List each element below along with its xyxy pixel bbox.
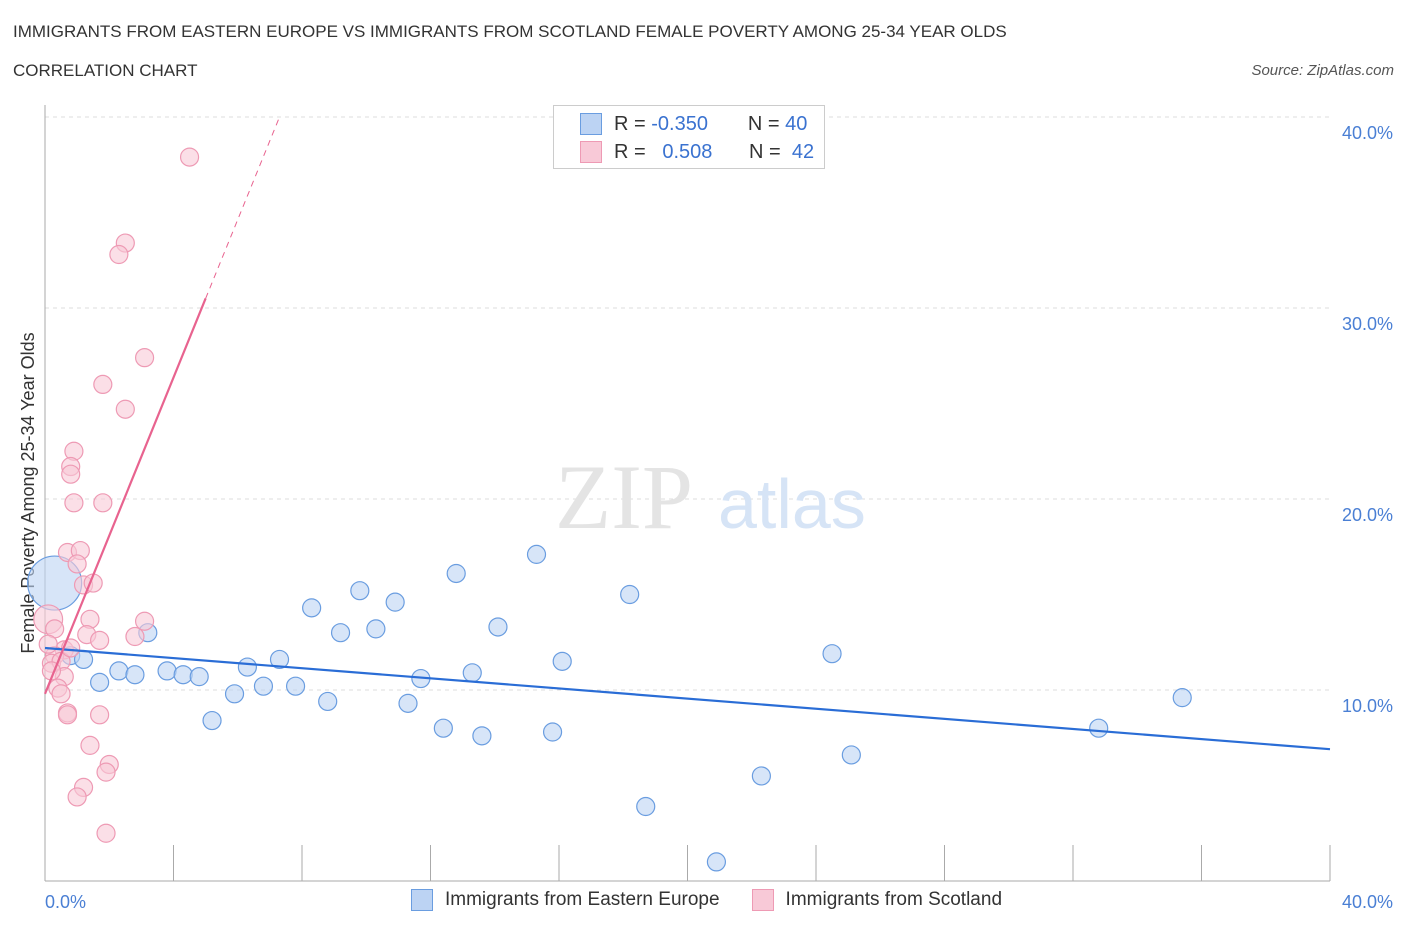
eastern-europe-point	[706, 852, 727, 872]
series-legend: Immigrants from Eastern Europe Immigrant…	[411, 889, 1034, 911]
scotland-point	[80, 735, 100, 755]
scotland-point	[57, 705, 78, 725]
eastern-europe-point	[822, 644, 842, 664]
eastern-europe-point	[189, 667, 209, 687]
n-label: N =	[747, 112, 780, 135]
y-axis-label: Female Poverty Among 25-34 Year Olds	[18, 332, 38, 653]
scotland-point	[96, 762, 116, 782]
eastern-europe-point	[751, 766, 771, 786]
eastern-europe-point	[488, 617, 508, 637]
eastern-europe-point	[446, 563, 466, 584]
scotland-point	[96, 823, 116, 843]
eastern-europe-point	[841, 745, 861, 765]
scotland-point	[93, 493, 113, 513]
scotland-point	[179, 147, 200, 167]
eastern-europe-point	[462, 663, 482, 683]
eastern-europe-point	[542, 722, 563, 742]
eastern-europe-point	[224, 684, 245, 704]
eastern-europe-point	[330, 623, 351, 643]
scotland-trendline-extension	[205, 116, 280, 299]
scotland-point	[90, 630, 110, 650]
x-tick-label: 0.0%	[45, 892, 86, 912]
stats-row-scotland: R = 0.508 N = 42	[580, 139, 814, 165]
watermark: atlas	[718, 465, 866, 543]
eastern-europe-point	[109, 661, 129, 681]
eastern-europe-point	[385, 592, 405, 612]
eastern-europe-point	[366, 619, 386, 639]
eastern-europe-point	[285, 676, 306, 696]
y-tick-label: 10.0%	[1342, 696, 1393, 716]
r-label: R =	[614, 140, 646, 163]
pink-swatch	[580, 141, 602, 163]
scotland-point	[51, 684, 71, 704]
eastern-europe-point	[253, 676, 274, 696]
stats-row-eastern-europe: R = -0.350 N = 40	[580, 111, 807, 137]
scotland-point	[38, 634, 58, 654]
y-tick-label: 30.0%	[1342, 314, 1393, 334]
scotland-point	[64, 493, 84, 513]
eastern-europe-point	[318, 691, 338, 712]
n-value: 40	[785, 112, 808, 135]
eastern-europe-point	[237, 657, 257, 677]
n-label: N =	[749, 140, 781, 163]
legend-item-eastern-europe[interactable]: Immigrants from Eastern Europe	[411, 889, 720, 911]
eastern-europe-point	[526, 544, 547, 564]
eastern-europe-point	[433, 718, 453, 738]
eastern-europe-point	[173, 665, 193, 685]
watermark: ZIP	[555, 446, 693, 548]
eastern-europe-point	[302, 598, 322, 618]
chart-title: IMMIGRANTS FROM EASTERN EUROPE VS IMMIGR…	[13, 22, 1007, 41]
eastern-europe-point	[636, 796, 656, 817]
chart-subtitle: CORRELATION CHART	[13, 61, 198, 80]
scotland-point	[90, 705, 110, 725]
eastern-europe-point	[620, 584, 640, 605]
y-tick-label: 40.0%	[1342, 123, 1393, 143]
eastern-europe-point	[552, 651, 572, 671]
legend-label: Immigrants from Eastern Europe	[445, 889, 720, 910]
scotland-point	[134, 348, 155, 368]
scotland-trendline	[43, 298, 207, 695]
n-value: 42	[791, 140, 815, 163]
scotland-point	[93, 374, 113, 394]
r-label: R =	[614, 112, 646, 135]
eastern-europe-point	[472, 726, 492, 746]
eastern-europe-trendline	[44, 646, 1331, 751]
legend-label: Immigrants from Scotland	[785, 889, 1003, 910]
eastern-europe-point	[350, 581, 370, 601]
stats-legend: R = -0.350 N = 40 R = 0.508 N = 42	[553, 105, 825, 169]
eastern-europe-point	[157, 661, 177, 681]
eastern-europe-point	[1172, 688, 1192, 708]
eastern-europe-point	[1089, 718, 1109, 738]
eastern-europe-point	[269, 649, 290, 670]
legend-item-scotland[interactable]: Immigrants from Scotland	[751, 889, 1003, 911]
y-tick-label: 20.0%	[1342, 505, 1393, 525]
eastern-europe-point	[202, 710, 222, 731]
blue-swatch	[580, 113, 602, 135]
scotland-point	[115, 399, 135, 419]
source-label: Source: ZipAtlas.com	[1251, 62, 1394, 79]
blue-swatch	[411, 889, 433, 911]
scotland-point	[125, 626, 145, 647]
r-value: -0.350	[651, 112, 708, 135]
scotland-point	[67, 787, 87, 807]
x-tick-label: 40.0%	[1342, 892, 1393, 912]
eastern-europe-point	[90, 672, 110, 692]
scotland-point	[67, 554, 87, 574]
pink-swatch	[751, 889, 774, 911]
eastern-europe-point	[398, 693, 418, 713]
r-value: 0.508	[662, 140, 713, 163]
scotland-point	[109, 244, 129, 265]
eastern-europe-point	[125, 665, 145, 685]
scotland-point	[134, 611, 155, 631]
scotland-point	[61, 464, 81, 484]
